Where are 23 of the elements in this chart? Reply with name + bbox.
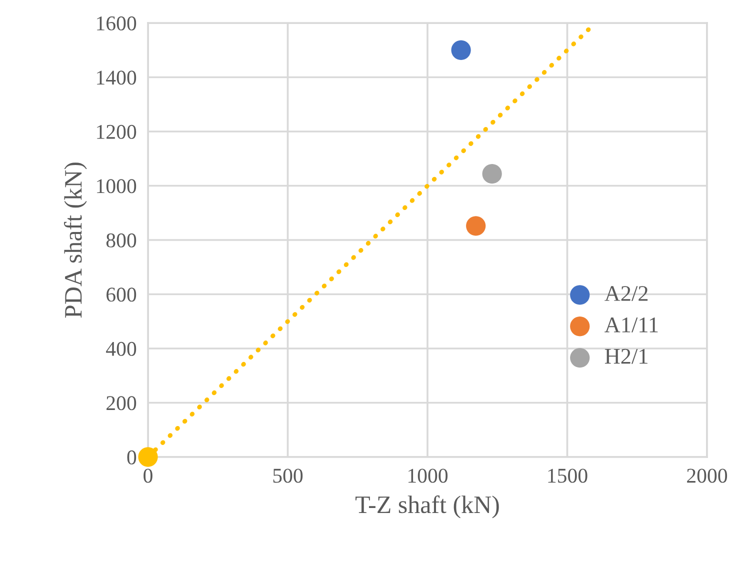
y-tick-label: 800 — [106, 233, 136, 248]
y-tick-label: 1200 — [97, 124, 136, 139]
x-tick-label: 1500 — [548, 468, 588, 483]
x-tick-label: 2000 — [687, 468, 728, 483]
legend-label: A2/2 — [604, 286, 648, 302]
point — [466, 216, 486, 236]
point — [451, 40, 471, 60]
y-tick-label: 200 — [106, 396, 136, 410]
point — [138, 447, 158, 467]
legend-label: A1/11 — [604, 318, 658, 332]
y-tick-label: 1000 — [97, 179, 136, 194]
point — [482, 164, 502, 184]
y-tick-label: 600 — [106, 288, 136, 302]
y-tick-label: 400 — [106, 342, 136, 356]
x-tick-label: 500 — [273, 468, 303, 483]
y-tick-label: 1600 — [97, 16, 136, 30]
y-tick-label: 0 — [127, 450, 136, 464]
x-tick-label: 0 — [144, 468, 152, 483]
y-tick-label: 1400 — [97, 70, 136, 85]
y-axis-title: PDA shaft (kN) — [64, 162, 87, 318]
x-tick-label: 1000 — [408, 468, 448, 483]
x-axis-title: T-Z shaft (kN) — [356, 495, 499, 518]
legend-label: H2/1 — [604, 348, 648, 364]
